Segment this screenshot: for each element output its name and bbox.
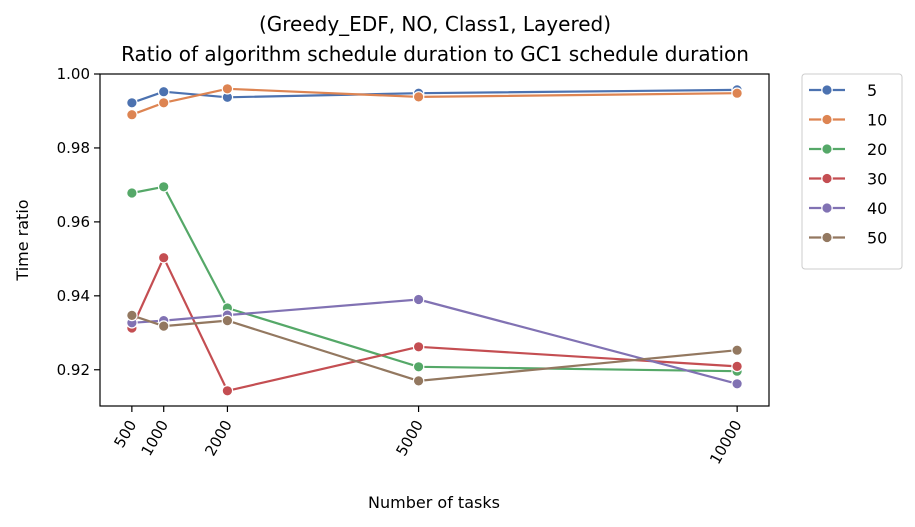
data-point-50-10000	[731, 344, 743, 356]
legend-marker-50	[821, 231, 833, 244]
data-point-10-5000	[412, 91, 425, 103]
chart-subtitle: Ratio of algorithm schedule duration to …	[121, 42, 749, 66]
legend-label-5: 5	[867, 81, 877, 100]
legend-marker-20	[821, 143, 833, 155]
y-tick-label: 1.00	[57, 65, 90, 83]
series-layer	[126, 83, 743, 397]
data-point-20-500	[126, 187, 138, 199]
legend-label-30: 30	[867, 170, 887, 189]
data-point-30-10000	[731, 360, 743, 373]
legend-label-40: 40	[867, 199, 887, 218]
data-point-20-5000	[412, 360, 425, 373]
data-point-40-5000	[412, 293, 425, 306]
legend-marker-30	[821, 172, 833, 185]
x-tick-label: 10000	[706, 417, 745, 467]
x-axis-label: Number of tasks	[368, 493, 500, 512]
data-point-30-2000	[221, 384, 234, 397]
y-tick-label: 0.96	[57, 213, 90, 231]
x-tick-label: 1000	[137, 417, 172, 459]
legend-label-50: 50	[867, 229, 887, 248]
y-tick-label: 0.92	[57, 361, 90, 379]
series-line-20	[131, 185, 738, 373]
legend-marker-40	[821, 202, 833, 214]
data-point-50-500	[126, 309, 138, 322]
chart-title: (Greedy_EDF, NO, Class1, Layered)	[259, 12, 611, 36]
x-tick-label: 2000	[201, 417, 236, 459]
data-point-10-10000	[731, 87, 743, 99]
data-point-10-500	[126, 108, 138, 121]
data-point-30-1000	[157, 251, 170, 264]
data-point-50-1000	[157, 320, 170, 332]
legend-label-10: 10	[867, 111, 887, 130]
x-tick-label: 5000	[392, 417, 427, 459]
legend: 5 10 20 30 40 50	[801, 73, 903, 270]
plot-frame	[99, 73, 770, 407]
data-point-10-1000	[157, 97, 170, 109]
y-axis-label: Time ratio	[13, 199, 32, 281]
data-point-50-2000	[221, 314, 234, 327]
data-point-50-5000	[412, 375, 425, 387]
y-tick-label: 0.98	[57, 139, 90, 157]
data-point-5-1000	[157, 85, 170, 98]
y-tick-label: 0.94	[57, 287, 90, 305]
data-point-10-2000	[221, 83, 234, 95]
data-point-30-5000	[412, 340, 425, 353]
legend-marker-5	[821, 84, 833, 96]
legend-label-20: 20	[867, 140, 887, 159]
legend-marker-10	[821, 113, 833, 126]
data-point-20-1000	[157, 181, 170, 193]
x-tick-label: 500	[110, 417, 140, 451]
data-point-40-10000	[731, 377, 743, 390]
data-point-5-500	[126, 97, 138, 109]
